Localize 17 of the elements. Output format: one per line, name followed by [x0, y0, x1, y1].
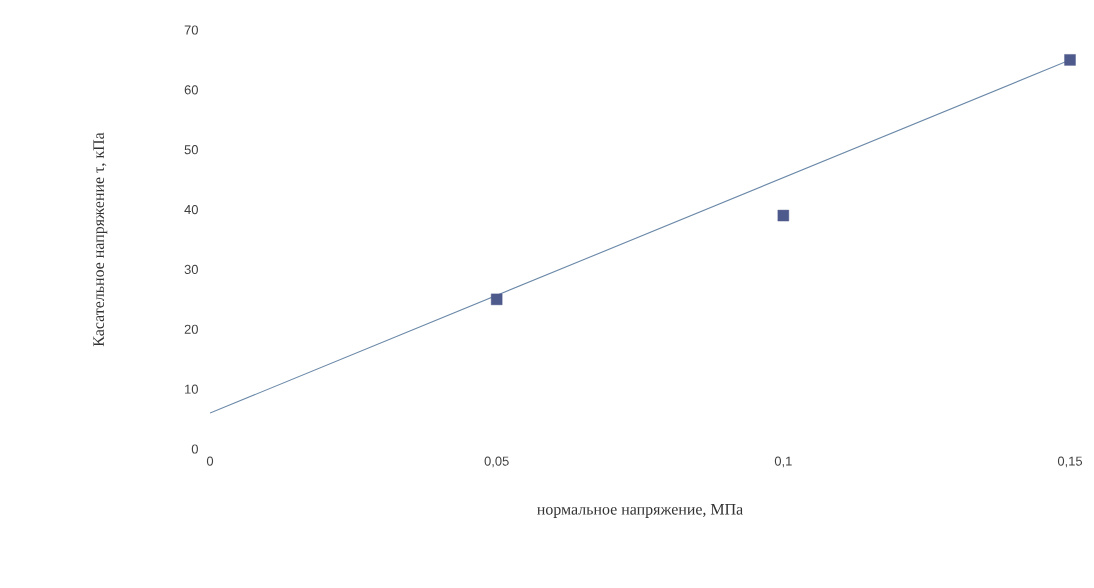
y-tick-label: 30	[184, 264, 198, 275]
x-tick-label: 0	[206, 456, 214, 466]
x-tick-label: 0,15	[1057, 456, 1083, 468]
point	[490, 293, 503, 306]
y-tick-label: 0	[191, 444, 198, 454]
point	[1064, 54, 1076, 66]
x-tick-label: 0,1	[774, 456, 792, 468]
y-axis-title: Касательное напряжение τ, кПа	[93, 132, 108, 347]
y-tick-label: 60	[184, 85, 198, 95]
y-tick-label: 40	[184, 204, 198, 215]
point	[777, 209, 790, 222]
y-tick-label: 70	[184, 25, 198, 35]
y-tick-label: 50	[184, 145, 198, 155]
x-axis-title: нормальное напряжение, МПа	[537, 504, 743, 518]
y-tick-label: 20	[184, 324, 198, 334]
y-tick-label: 10	[185, 384, 198, 394]
x-tick-label: 0,05	[484, 456, 509, 468]
